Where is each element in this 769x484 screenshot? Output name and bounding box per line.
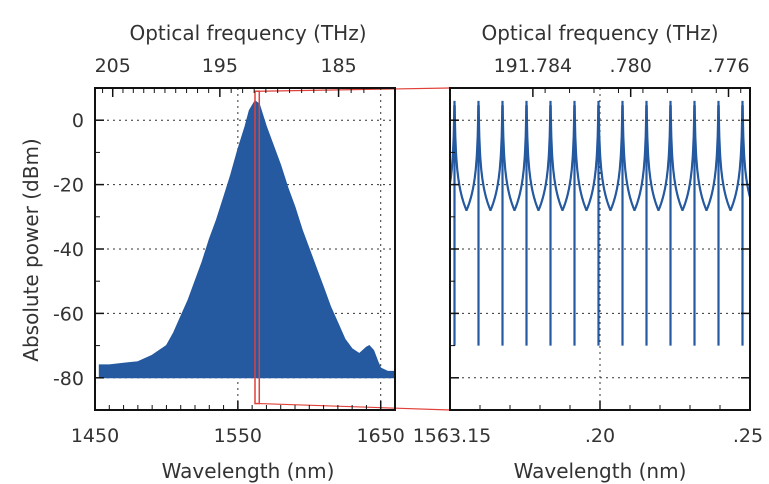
right-top-tick-label: .780 <box>610 55 652 77</box>
left-spectrum <box>98 100 395 379</box>
right-x-tick-label: 1563.15 <box>413 425 492 447</box>
zoom-box <box>254 90 261 405</box>
spectrum-area <box>98 100 395 379</box>
right-frequency-axis-label: Optical frequency (THz) <box>481 21 718 45</box>
zoom-region-box <box>254 90 261 405</box>
left-x-tick-label: 1550 <box>214 425 262 447</box>
left-top-tick-label: 195 <box>202 55 238 77</box>
y-tick-label: -20 <box>53 175 84 197</box>
right-wavelength-axis-label: Wavelength (nm) <box>514 459 687 483</box>
left-x-tick-label: 1450 <box>71 425 119 447</box>
left-x-tick-label: 1650 <box>357 425 405 447</box>
left-wavelength-axis-label: Wavelength (nm) <box>162 459 335 483</box>
zoom-connector-top <box>259 87 451 92</box>
y-axis-label: Absolute power (dBm) <box>19 138 43 361</box>
left-ticks: 0 -20 -40 -60 -80 1450 1550 1650 205 195 185 <box>53 55 405 447</box>
comb-trace <box>448 105 752 211</box>
y-tick-label: -60 <box>53 303 84 325</box>
left-top-tick-label: 185 <box>320 55 356 77</box>
right-chart-panel: 1563.15 .20 .25 191.784 .780 .776 Optical fre… <box>413 21 763 483</box>
zoom-connector-bottom <box>259 402 451 411</box>
left-frequency-axis-label: Optical frequency (THz) <box>129 21 366 45</box>
right-x-tick-label: .20 <box>585 425 615 447</box>
y-tick-label: -40 <box>53 239 84 261</box>
y-tick-label: 0 <box>72 110 84 132</box>
right-comb-lines <box>448 100 752 346</box>
zoom-connector <box>259 87 451 411</box>
right-top-tick-label: .776 <box>707 55 749 77</box>
left-chart-panel: 0 -20 -40 -60 -80 1450 1550 1650 205 195 185 Optic… <box>53 21 405 483</box>
right-ticks: 1563.15 .20 .25 191.784 .780 .776 <box>413 55 763 447</box>
right-x-tick-label: .25 <box>733 425 763 447</box>
right-top-tick-label: 191.784 <box>494 55 573 77</box>
y-tick-label: -80 <box>53 368 84 390</box>
left-top-tick-label: 205 <box>95 55 131 77</box>
